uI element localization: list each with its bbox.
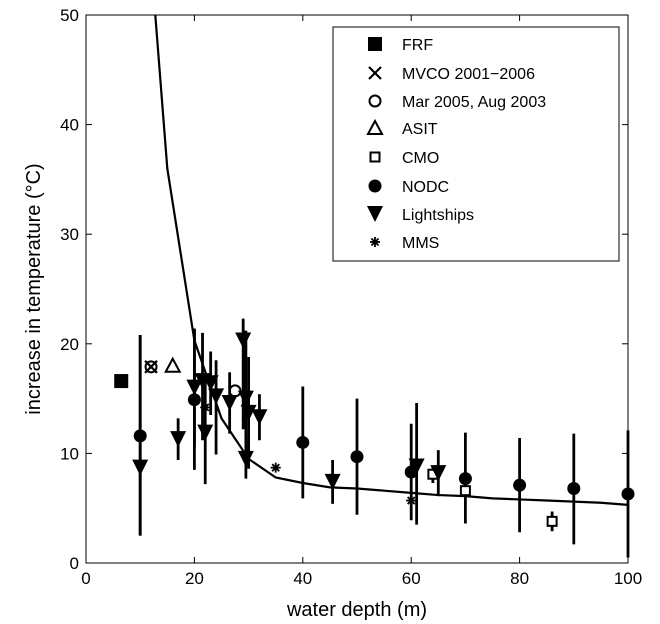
legend-entry-cmo: CMO <box>369 150 439 167</box>
x-tick-label: 0 <box>81 569 90 588</box>
legend-label-frf: FRF <box>402 37 433 54</box>
nodc-point <box>296 435 310 449</box>
legend-label-mar-aug: Mar 2005, Aug 2003 <box>402 94 546 111</box>
legend-marker-nodc <box>368 179 382 193</box>
legend-symbol-nodc <box>368 179 382 193</box>
legend-entry-mar-aug: Mar 2005, Aug 2003 <box>368 94 546 111</box>
x-axis-label: water depth (m) <box>286 599 427 621</box>
lightships-point <box>170 431 187 448</box>
lightships-point <box>221 394 238 411</box>
x-tick-label: 100 <box>614 569 642 588</box>
legend-marker-lightships <box>367 206 383 222</box>
legend-entry-asit: ASIT <box>366 118 438 138</box>
y-axis-ticks: 0 10 20 30 40 50 <box>60 6 628 573</box>
y-tick-label: 20 <box>60 335 79 354</box>
nodc-point <box>350 450 364 464</box>
cmo-point <box>459 485 471 497</box>
lightships-point <box>408 458 425 475</box>
legend-entry-mvco: MVCO 2001−2006 <box>368 66 535 83</box>
legend-label-lightships: Lightships <box>402 207 474 224</box>
legend-symbol-lightships <box>367 206 383 222</box>
x-tick-label: 60 <box>402 569 421 588</box>
legend-marker-asit <box>366 118 384 135</box>
x-axis-ticks: 0 20 40 60 80 100 <box>81 15 642 588</box>
legend-label-cmo: CMO <box>402 150 439 167</box>
legend-label-asit: ASIT <box>402 121 438 138</box>
lightships-point <box>235 332 252 349</box>
cmo-point <box>546 515 558 527</box>
legend-entry-frf: FRF <box>368 37 433 54</box>
legend-symbol-mar-2005-aug-2003 <box>368 94 382 108</box>
legend-marker-mms <box>370 237 380 247</box>
legend-marker-mar-aug <box>368 94 382 108</box>
legend-entry-lightships: Lightships <box>367 206 474 224</box>
lightships-point <box>237 450 254 467</box>
lightships-point <box>197 424 214 441</box>
y-tick-label: 30 <box>60 225 79 244</box>
nodc-point <box>187 393 201 407</box>
legend-symbol-asit <box>366 118 384 135</box>
x-tick-label: 40 <box>293 569 312 588</box>
lightships-point <box>324 473 341 490</box>
mms-point <box>200 402 211 413</box>
frf-point <box>114 374 129 389</box>
lightships-point <box>132 459 149 476</box>
lightships-point <box>186 379 203 396</box>
legend-label-mvco: MVCO 2001−2006 <box>402 66 535 83</box>
lightships-point <box>237 390 254 407</box>
lightships-point <box>208 388 225 405</box>
legend-symbol-mvco-2001-2006 <box>368 66 382 80</box>
plot-frame <box>85 14 629 564</box>
legend-marker-mvco <box>368 66 382 80</box>
mar-2005-aug-2003-point <box>144 360 158 374</box>
legend-label-nodc: NODC <box>402 179 449 196</box>
legend: FRF MVCO 2001−2006 Mar 2005, Aug 2003 AS… <box>332 26 620 262</box>
y-tick-label: 40 <box>60 116 79 135</box>
nodc-point <box>133 429 147 443</box>
y-tick-label: 10 <box>60 444 79 463</box>
legend-entry-nodc: NODC <box>368 179 449 196</box>
asit-point <box>164 356 182 373</box>
lightships-point <box>240 404 257 421</box>
x-tick-label: 20 <box>185 569 204 588</box>
x-tick-label: 80 <box>510 569 529 588</box>
legend-marker-frf <box>368 37 382 51</box>
fit-curve <box>154 15 628 507</box>
legend-entry-mms: MMS <box>370 235 439 252</box>
legend-symbol-mms <box>370 237 380 247</box>
y-tick-label: 0 <box>70 554 79 573</box>
legend-label-mms: MMS <box>402 235 439 252</box>
legend-symbol-cmo <box>369 151 381 163</box>
nodc-point <box>513 478 527 492</box>
lightships-point <box>251 409 268 426</box>
y-axis-label: increase in temperature (°C) <box>23 163 45 414</box>
y-tick-label: 50 <box>60 6 79 25</box>
lightships-point <box>430 465 447 482</box>
legend-marker-cmo <box>369 151 381 163</box>
mms-point <box>406 495 417 506</box>
nodc-point <box>567 481 581 495</box>
mms-point <box>270 462 281 473</box>
lightships-point <box>202 375 219 392</box>
legend-box <box>332 26 620 262</box>
fit-curve-layer <box>154 15 628 507</box>
nodc-point <box>458 472 472 486</box>
data-markers <box>114 332 635 527</box>
legend-symbol-frf <box>368 37 382 51</box>
